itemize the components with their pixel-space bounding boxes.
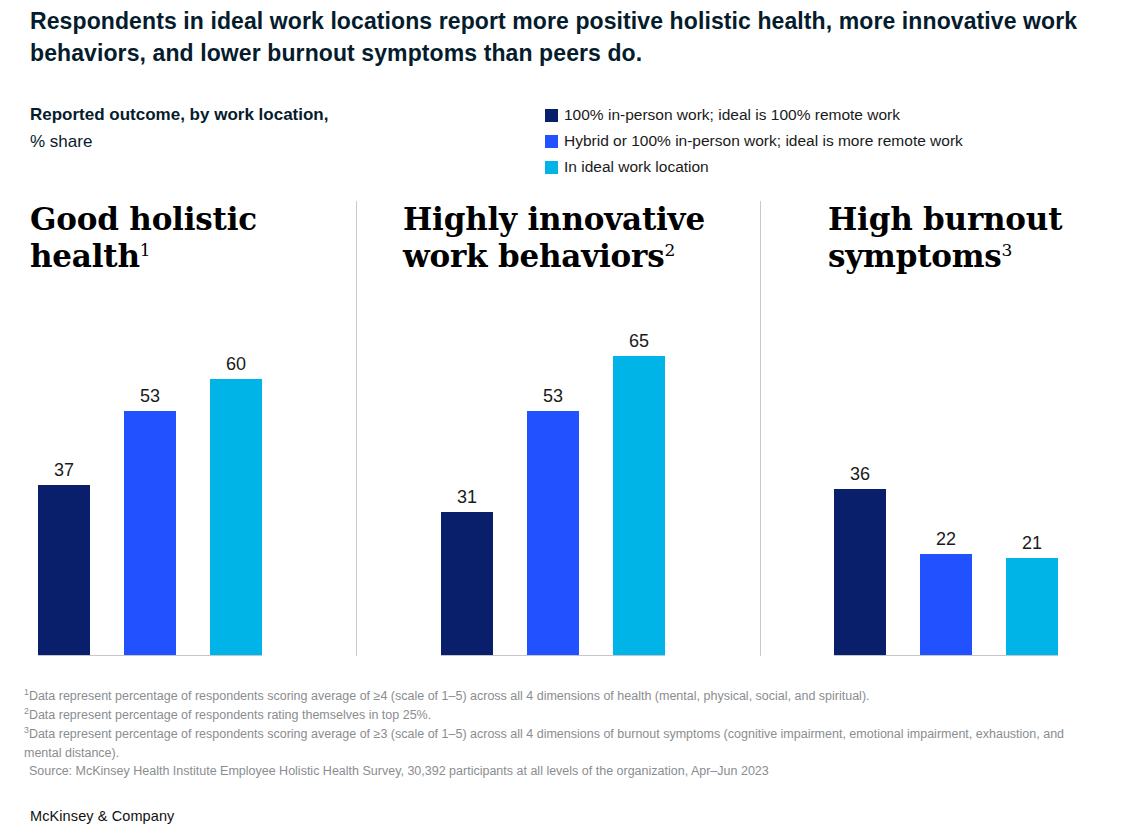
footnotes: 1Data represent percentage of respondent… xyxy=(24,687,1093,781)
legend-item: 100% in-person work; ideal is 100% remot… xyxy=(545,102,1093,128)
panel-title: Highly innovative work behaviors2 xyxy=(403,201,760,274)
bar-value-label: 65 xyxy=(629,332,649,350)
bar-value-label: 21 xyxy=(1022,534,1042,552)
footnote-ref: 2 xyxy=(664,240,675,260)
bar-hybrid-or-100-in-person-work-i xyxy=(124,411,176,655)
footnote-3: 3Data represent percentage of respondent… xyxy=(24,725,1093,763)
bar-group: 53 xyxy=(124,387,176,655)
bar-chart: 36 22 21 xyxy=(828,322,1093,656)
legend-label: In ideal work location xyxy=(564,158,709,176)
bar-group: 60 xyxy=(210,355,262,655)
legend-item: In ideal work location xyxy=(545,154,1093,180)
legend-swatch-icon xyxy=(545,135,558,148)
panel-title: High burnout symptoms3 xyxy=(828,201,1093,274)
bar-group: 22 xyxy=(920,530,972,655)
meta-row: Reported outcome, by work location, % sh… xyxy=(30,102,1093,180)
bar-group: 65 xyxy=(613,332,665,655)
legend-item: Hybrid or 100% in-person work; ideal is … xyxy=(545,128,1093,154)
bar-value-label: 53 xyxy=(543,387,563,405)
bar-in-ideal-work-location xyxy=(613,356,665,655)
exhibit-slide: Respondents in ideal work locations repo… xyxy=(0,0,1123,834)
footnote-1: 1Data represent percentage of respondent… xyxy=(24,687,1093,706)
bars-baseline-group: 37 53 60 xyxy=(38,355,262,656)
legend-label: Hybrid or 100% in-person work; ideal is … xyxy=(564,132,963,150)
unit-label: % share xyxy=(30,129,328,155)
bar-group: 21 xyxy=(1006,534,1058,655)
legend: 100% in-person work; ideal is 100% remot… xyxy=(545,102,1093,180)
footnote-ref: 3 xyxy=(1002,240,1013,260)
legend-swatch-icon xyxy=(545,109,558,122)
bar-chart: 31 53 65 xyxy=(403,322,760,656)
bar-in-ideal-work-location xyxy=(1006,558,1058,655)
bar-value-label: 53 xyxy=(140,387,160,405)
bar-group: 53 xyxy=(527,387,579,655)
bars-baseline-group: 36 22 21 xyxy=(834,465,1058,656)
bar-group: 31 xyxy=(441,488,493,655)
bar-100-in-person-work-ideal-is-10 xyxy=(38,485,90,655)
bar-value-label: 22 xyxy=(936,530,956,548)
footnote-ref: 1 xyxy=(140,240,151,260)
bar-100-in-person-work-ideal-is-10 xyxy=(834,489,886,655)
subtitle-label: Reported outcome, by work location, xyxy=(30,102,328,128)
bar-chart-panels: Good holistic health1 37 53 60 Highly innova… xyxy=(30,201,1093,656)
bar-value-label: 37 xyxy=(54,461,74,479)
panel-high-burnout-symptoms: High burnout symptoms3 36 22 21 xyxy=(760,201,1093,656)
panel-highly-innovative-work-behaviors: Highly innovative work behaviors2 31 53 65 xyxy=(356,201,760,656)
bar-value-label: 31 xyxy=(457,488,477,506)
panel-title: Good holistic health1 xyxy=(30,201,356,274)
bar-in-ideal-work-location xyxy=(210,379,262,655)
bars-baseline-group: 31 53 65 xyxy=(441,332,665,656)
source-note: Source: McKinsey Health Institute Employ… xyxy=(24,762,1093,781)
bar-group: 37 xyxy=(38,461,90,655)
bar-100-in-person-work-ideal-is-10 xyxy=(441,512,493,655)
bar-chart: 37 53 60 xyxy=(30,322,356,656)
bar-value-label: 36 xyxy=(850,465,870,483)
bar-group: 36 xyxy=(834,465,886,655)
panel-good-holistic-health: Good holistic health1 37 53 60 xyxy=(30,201,356,656)
page-title: Respondents in ideal work locations repo… xyxy=(30,6,1093,69)
brand-footer: McKinsey & Company xyxy=(30,808,174,824)
bar-hybrid-or-100-in-person-work-i xyxy=(527,411,579,655)
footnote-2: 2Data represent percentage of respondent… xyxy=(24,706,1093,725)
legend-swatch-icon xyxy=(545,161,558,174)
chart-subtitle: Reported outcome, by work location, % sh… xyxy=(30,102,328,155)
legend-label: 100% in-person work; ideal is 100% remot… xyxy=(564,106,900,124)
bar-hybrid-or-100-in-person-work-i xyxy=(920,554,972,655)
bar-value-label: 60 xyxy=(226,355,246,373)
